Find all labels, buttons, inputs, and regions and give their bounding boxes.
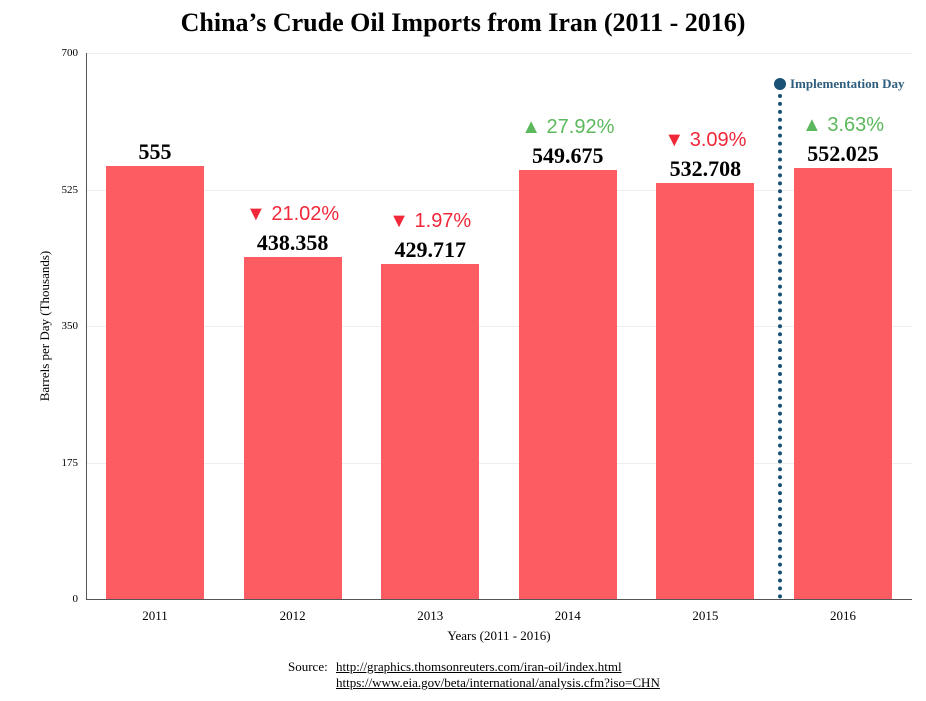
value-label-2014: 549.675 — [532, 143, 604, 169]
implementation-day-label: Implementation Day — [790, 76, 905, 91]
change-label-2015: ▼ 3.09% — [664, 129, 747, 152]
source-link-thomsonreuters[interactable]: http://graphics.thomsonreuters.com/iran-… — [336, 659, 622, 674]
value-label-2013: 429.717 — [394, 236, 466, 262]
change-label-2013: ▼ 1.97% — [389, 209, 472, 232]
gridline-175 — [87, 463, 912, 464]
source-link-eia[interactable]: https://www.eia.gov/beta/international/a… — [336, 675, 660, 690]
bar-2011 — [106, 166, 204, 599]
x-tick-2012: 2012 — [279, 608, 306, 623]
bar-2016 — [794, 168, 892, 599]
x-tick-2014: 2014 — [554, 608, 581, 623]
x-axis-line — [86, 599, 912, 600]
x-tick-2013: 2013 — [417, 608, 444, 623]
x-tick-2016: 2016 — [830, 608, 856, 623]
y-axis-label: Barrels per Day (Thousands) — [37, 250, 52, 402]
value-label-2015: 532.708 — [669, 156, 742, 182]
bar-2015 — [656, 183, 755, 599]
value-label-2011: 555 — [138, 139, 172, 165]
y-tick: 175 — [61, 457, 79, 469]
bar-2013 — [381, 263, 480, 599]
value-label-2016: 552.025 — [807, 141, 879, 167]
gridline-350 — [87, 326, 912, 327]
implementation-day-line — [778, 86, 782, 599]
x-axis-label: Years (2011 - 2016) — [447, 628, 551, 643]
y-tick: 700 — [61, 47, 79, 59]
source-label: Source: — [288, 659, 328, 674]
gridline-525 — [87, 190, 912, 191]
gridline-700 — [87, 53, 912, 54]
value-label-2012: 438.358 — [256, 230, 329, 256]
implementation-day-marker-icon — [774, 78, 786, 90]
change-label-2016: ▲ 3.63% — [801, 114, 885, 137]
x-tick-2011: 2011 — [142, 608, 168, 623]
bar-2014 — [518, 170, 617, 599]
y-tick: 525 — [61, 184, 79, 196]
y-tick: 350 — [61, 320, 79, 332]
change-label-2012: ▼ 21.02% — [246, 203, 340, 226]
y-axis-line — [86, 53, 87, 600]
x-tick-2015: 2015 — [692, 608, 719, 623]
chart-title: China’s Crude Oil Imports from Iran (201… — [180, 8, 746, 37]
y-tick: 0 — [72, 593, 79, 605]
change-label-2014: ▲ 27.92% — [521, 116, 615, 139]
bar-2012 — [243, 257, 342, 599]
